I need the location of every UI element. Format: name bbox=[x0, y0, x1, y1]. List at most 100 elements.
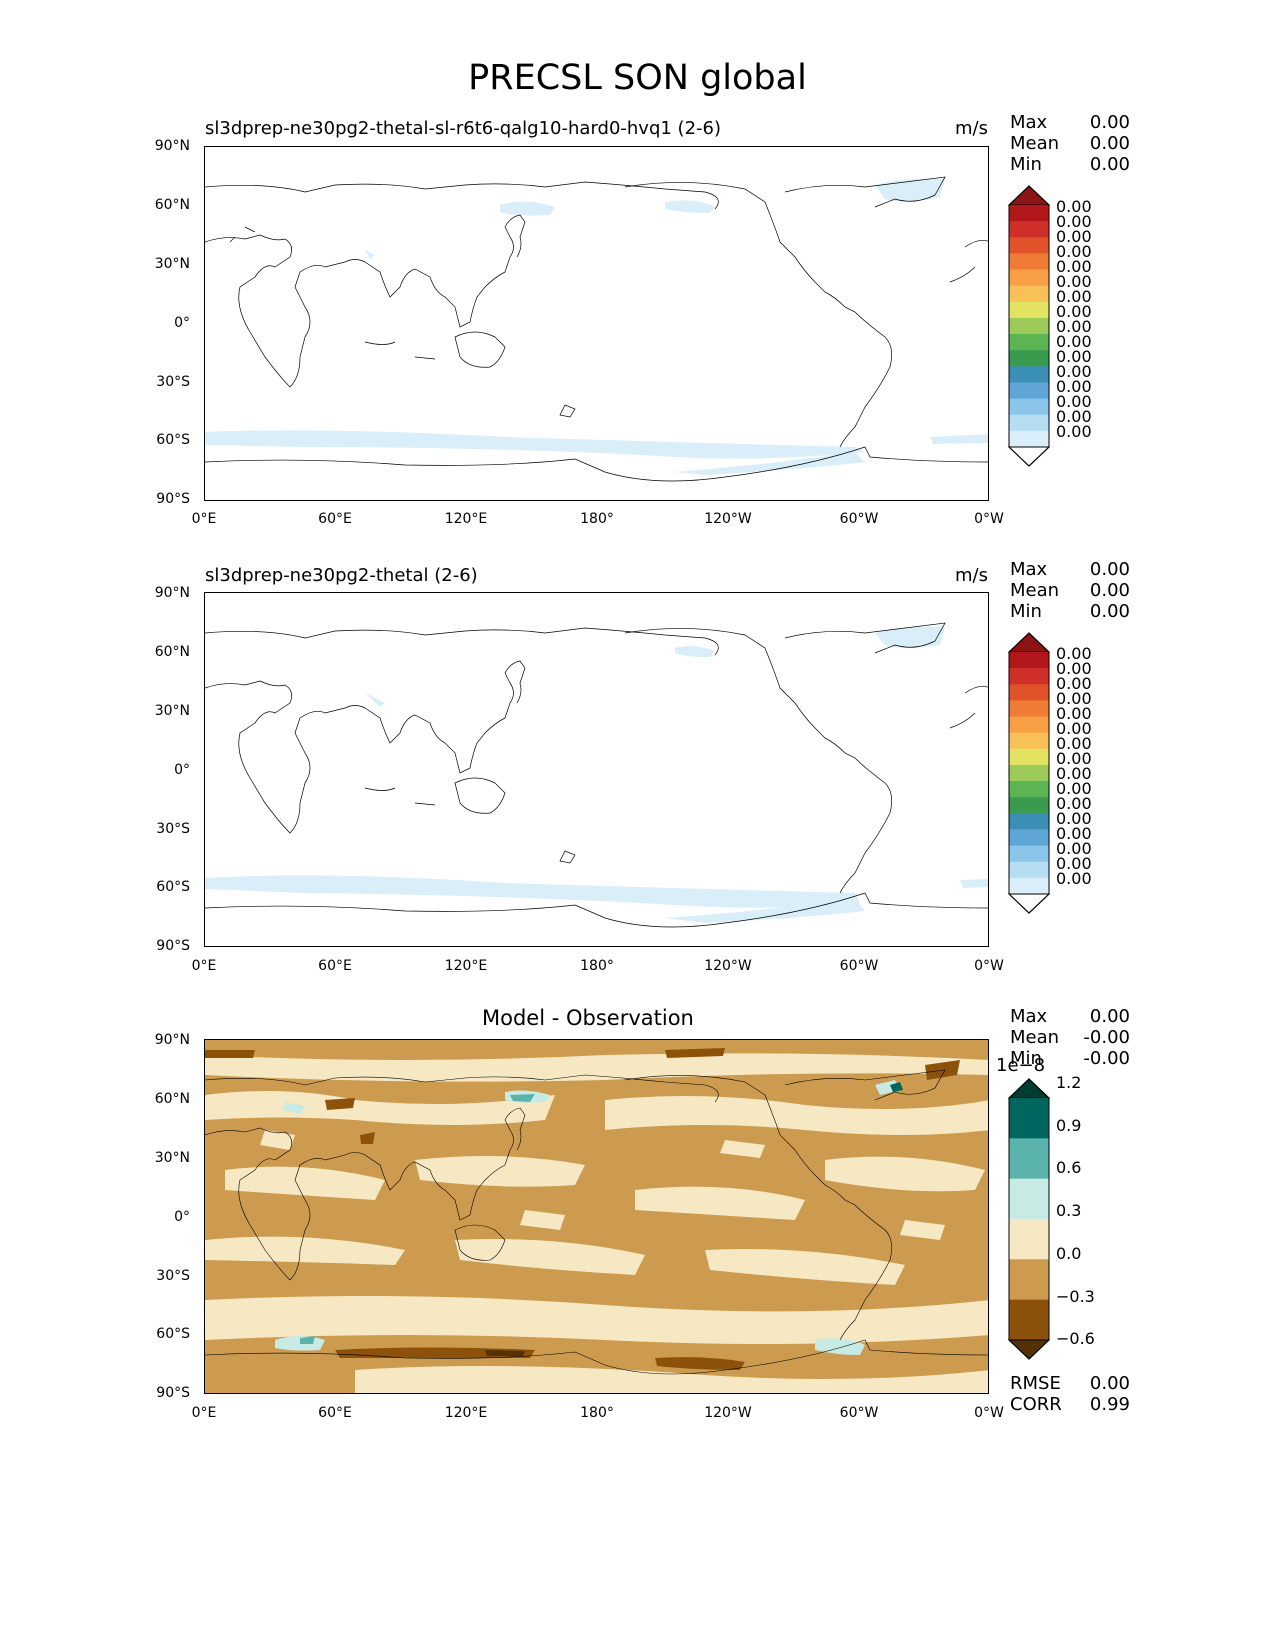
colorbar-level bbox=[1009, 237, 1049, 254]
colorbar-level bbox=[1009, 301, 1049, 319]
panel-1-units: m/s bbox=[955, 118, 988, 139]
colorbar-tick-label: 0.00 bbox=[1056, 644, 1092, 663]
colorbar-tick-label: 0.00 bbox=[1056, 824, 1092, 843]
panel-1-colorbar bbox=[1008, 185, 1050, 467]
lon-tick: 120°W bbox=[704, 958, 752, 974]
colorbar-tick-label: 0.00 bbox=[1056, 854, 1092, 873]
lat-tick: 30°S bbox=[156, 1268, 190, 1284]
lat-tick: 30°S bbox=[156, 374, 190, 390]
colorbar-tick-label: 0.3 bbox=[1056, 1201, 1082, 1221]
colorbar-tick-label: 0.00 bbox=[1056, 287, 1092, 306]
colorbar-tick-label: 0.00 bbox=[1056, 347, 1092, 366]
colorbar-level bbox=[1009, 829, 1049, 847]
colorbar-extend-top bbox=[1008, 185, 1050, 206]
colorbar-level bbox=[1009, 366, 1049, 383]
colorbar-tick-label: 0.00 bbox=[1056, 779, 1092, 798]
lon-tick: 60°E bbox=[318, 958, 352, 974]
colorbar-tick-label: 0.00 bbox=[1056, 734, 1092, 753]
colorbar-tick-label: 1.2 bbox=[1056, 1073, 1082, 1092]
lon-tick: 0°W bbox=[974, 958, 1004, 974]
colorbar-tick-label: 0.00 bbox=[1056, 257, 1092, 276]
colorbar-outline bbox=[1008, 1078, 1050, 1360]
colorbar-tick-label: 0.00 bbox=[1056, 332, 1092, 351]
colorbar-level bbox=[1009, 1178, 1049, 1220]
colorbar-extend-bottom bbox=[1008, 1339, 1050, 1360]
colorbar-tick-label: 0.00 bbox=[1056, 407, 1092, 426]
panel-1-mean: Mean 0.00 bbox=[1010, 133, 1130, 154]
colorbar-level bbox=[1009, 877, 1049, 895]
colorbar-level bbox=[1009, 700, 1049, 718]
colorbar-tick-label: −0.3 bbox=[1056, 1286, 1095, 1306]
colorbar-tick-label: 0.00 bbox=[1056, 839, 1092, 858]
lon-tick: 120°W bbox=[704, 1405, 752, 1421]
colorbar-level bbox=[1009, 317, 1049, 335]
colorbar-tick-label: −0.6 bbox=[1056, 1329, 1095, 1349]
colorbar-outline bbox=[1008, 185, 1050, 467]
panel-1-title: sl3dprep-ne30pg2-thetal-sl-r6t6-qalg10-h… bbox=[205, 118, 722, 139]
lat-tick: 0° bbox=[174, 1209, 190, 1225]
colorbar-level bbox=[1009, 269, 1049, 287]
colorbar-tick-label: 0.00 bbox=[1056, 302, 1092, 321]
colorbar-extend-bottom bbox=[1008, 893, 1050, 914]
panel-3-title: Model - Observation bbox=[482, 1006, 694, 1030]
panel-3-max: Max 0.00 bbox=[1010, 1006, 1130, 1027]
lon-tick: 60°W bbox=[839, 1405, 879, 1421]
colorbar-level bbox=[1009, 205, 1049, 222]
colorbar-tick-label: 0.00 bbox=[1056, 197, 1092, 216]
colorbar-tick-label: 0.00 bbox=[1056, 659, 1092, 678]
panel-3-mean: Mean -0.00 bbox=[1010, 1027, 1130, 1048]
colorbar-level bbox=[1009, 1219, 1049, 1260]
lat-tick: 30°N bbox=[154, 256, 190, 272]
colorbar-tick-label: 0.00 bbox=[1056, 704, 1092, 723]
colorbar-tick-label: 0.00 bbox=[1056, 422, 1092, 441]
colorbar-level bbox=[1009, 221, 1049, 238]
colorbar-level bbox=[1009, 334, 1049, 351]
colorbar-tick-label: 0.00 bbox=[1056, 392, 1092, 411]
colorbar-level bbox=[1009, 1299, 1049, 1341]
figure-title: PRECSL SON global bbox=[468, 58, 807, 98]
colorbar-level bbox=[1009, 350, 1049, 367]
panel-2-min: Min 0.00 bbox=[1010, 601, 1130, 622]
colorbar-tick-label: 0.00 bbox=[1056, 749, 1092, 768]
lat-tick: 60°N bbox=[154, 644, 190, 660]
lon-tick: 60°E bbox=[318, 511, 352, 527]
panel-2-mean: Mean 0.00 bbox=[1010, 580, 1130, 601]
colorbar-level bbox=[1009, 668, 1049, 685]
lat-tick: 90°N bbox=[154, 585, 190, 601]
panel-1-max: Max 0.00 bbox=[1010, 112, 1130, 133]
colorbar-tick-label: 0.00 bbox=[1056, 674, 1092, 693]
lat-tick: 90°S bbox=[156, 1385, 190, 1401]
colorbar-level bbox=[1009, 764, 1049, 782]
panel-2-max: Max 0.00 bbox=[1010, 559, 1130, 580]
lon-tick: 120°E bbox=[444, 958, 488, 974]
lon-tick: 120°W bbox=[704, 511, 752, 527]
lon-tick: 0°E bbox=[191, 511, 217, 527]
colorbar-tick-label: 0.00 bbox=[1056, 317, 1092, 336]
colorbar-tick-label: 0.00 bbox=[1056, 377, 1092, 396]
colorbar-level bbox=[1009, 253, 1049, 271]
colorbar-level bbox=[1009, 652, 1049, 669]
lat-tick: 60°N bbox=[154, 197, 190, 213]
colorbar-level bbox=[1009, 1138, 1049, 1180]
colorbar-level bbox=[1009, 1259, 1049, 1301]
colorbar-tick-label: 0.00 bbox=[1056, 809, 1092, 828]
panel-3-min: Min -0.00 bbox=[1010, 1048, 1130, 1069]
colorbar-level bbox=[1009, 845, 1049, 863]
panel-2-colorbar bbox=[1008, 632, 1050, 914]
lon-tick: 60°W bbox=[839, 511, 879, 527]
lon-tick: 180° bbox=[580, 511, 614, 527]
panel-2-title: sl3dprep-ne30pg2-thetal (2-6) bbox=[205, 565, 478, 586]
panel-3-colorbar-scale: 1e−8 bbox=[996, 1055, 1046, 1076]
lat-tick: 30°N bbox=[154, 703, 190, 719]
lat-tick: 60°S bbox=[156, 432, 190, 448]
colorbar-tick-label: 0.00 bbox=[1056, 764, 1092, 783]
colorbar-level bbox=[1009, 382, 1049, 400]
lat-tick: 90°N bbox=[154, 1032, 190, 1048]
colorbar-tick-label: 0.9 bbox=[1056, 1115, 1082, 1135]
lon-tick: 0°E bbox=[191, 1405, 217, 1421]
colorbar-extend-top bbox=[1008, 632, 1050, 653]
colorbar-tick-label: 0.00 bbox=[1056, 362, 1092, 381]
panel-3-corr: CORR 0.99 bbox=[1010, 1394, 1130, 1415]
lat-tick: 90°S bbox=[156, 491, 190, 507]
colorbar-tick-label: 0.00 bbox=[1056, 212, 1092, 231]
